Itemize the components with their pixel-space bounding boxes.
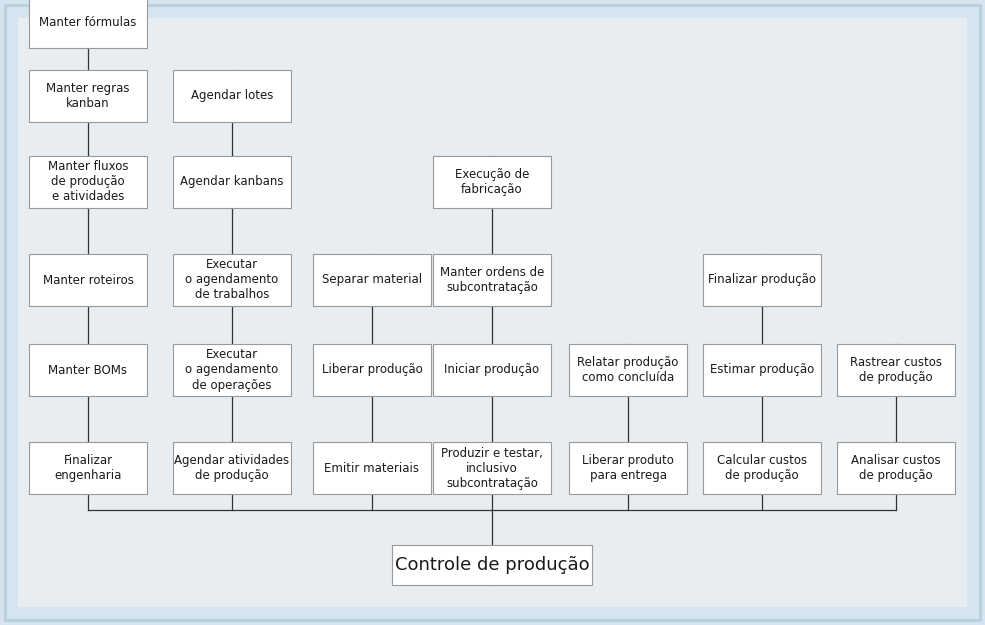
FancyBboxPatch shape (433, 254, 551, 306)
Text: Execução de
fabricação: Execução de fabricação (455, 168, 529, 196)
FancyBboxPatch shape (29, 70, 147, 122)
FancyBboxPatch shape (5, 5, 980, 620)
FancyBboxPatch shape (569, 344, 687, 396)
FancyBboxPatch shape (703, 344, 821, 396)
FancyBboxPatch shape (173, 344, 291, 396)
Text: Calcular custos
de produção: Calcular custos de produção (717, 454, 807, 482)
Text: Manter regras
kanban: Manter regras kanban (46, 82, 130, 110)
Text: Finalizar
engenharia: Finalizar engenharia (54, 454, 122, 482)
FancyBboxPatch shape (173, 156, 291, 208)
FancyBboxPatch shape (837, 344, 955, 396)
Text: Analisar custos
de produção: Analisar custos de produção (851, 454, 941, 482)
Text: Emitir materiais: Emitir materiais (324, 461, 420, 474)
FancyBboxPatch shape (29, 344, 147, 396)
FancyBboxPatch shape (569, 442, 687, 494)
Text: Rastrear custos
de produção: Rastrear custos de produção (850, 356, 942, 384)
Text: Liberar produção: Liberar produção (322, 364, 423, 376)
FancyBboxPatch shape (29, 0, 147, 48)
Text: Separar material: Separar material (322, 274, 422, 286)
FancyBboxPatch shape (313, 344, 431, 396)
Text: Manter ordens de
subcontratação: Manter ordens de subcontratação (440, 266, 544, 294)
Text: Estimar produção: Estimar produção (710, 364, 815, 376)
Text: Produzir e testar,
inclusivo
subcontratação: Produzir e testar, inclusivo subcontrata… (441, 446, 543, 489)
Text: Executar
o agendamento
de trabalhos: Executar o agendamento de trabalhos (185, 259, 279, 301)
FancyBboxPatch shape (173, 442, 291, 494)
FancyBboxPatch shape (29, 442, 147, 494)
Text: Manter fluxos
de produção
e atividades: Manter fluxos de produção e atividades (47, 161, 128, 204)
Text: Agendar lotes: Agendar lotes (191, 89, 273, 102)
Text: Iniciar produção: Iniciar produção (444, 364, 540, 376)
Text: Executar
o agendamento
de operações: Executar o agendamento de operações (185, 349, 279, 391)
FancyBboxPatch shape (837, 442, 955, 494)
FancyBboxPatch shape (433, 156, 551, 208)
Text: Manter roteiros: Manter roteiros (42, 274, 133, 286)
FancyBboxPatch shape (703, 442, 821, 494)
FancyBboxPatch shape (433, 344, 551, 396)
Text: Manter BOMs: Manter BOMs (48, 364, 127, 376)
Text: Agendar atividades
de produção: Agendar atividades de produção (174, 454, 290, 482)
Text: Finalizar produção: Finalizar produção (708, 274, 816, 286)
Text: Liberar produto
para entrega: Liberar produto para entrega (582, 454, 674, 482)
FancyBboxPatch shape (392, 545, 592, 585)
FancyBboxPatch shape (29, 254, 147, 306)
Text: Controle de produção: Controle de produção (395, 556, 589, 574)
FancyBboxPatch shape (703, 254, 821, 306)
FancyBboxPatch shape (173, 254, 291, 306)
Text: Manter fórmulas: Manter fórmulas (39, 16, 137, 29)
FancyBboxPatch shape (18, 18, 967, 607)
FancyBboxPatch shape (313, 442, 431, 494)
FancyBboxPatch shape (433, 442, 551, 494)
Text: Relatar produção
como concluída: Relatar produção como concluída (577, 356, 679, 384)
FancyBboxPatch shape (173, 70, 291, 122)
FancyBboxPatch shape (29, 156, 147, 208)
FancyBboxPatch shape (313, 254, 431, 306)
Text: Agendar kanbans: Agendar kanbans (180, 176, 284, 189)
